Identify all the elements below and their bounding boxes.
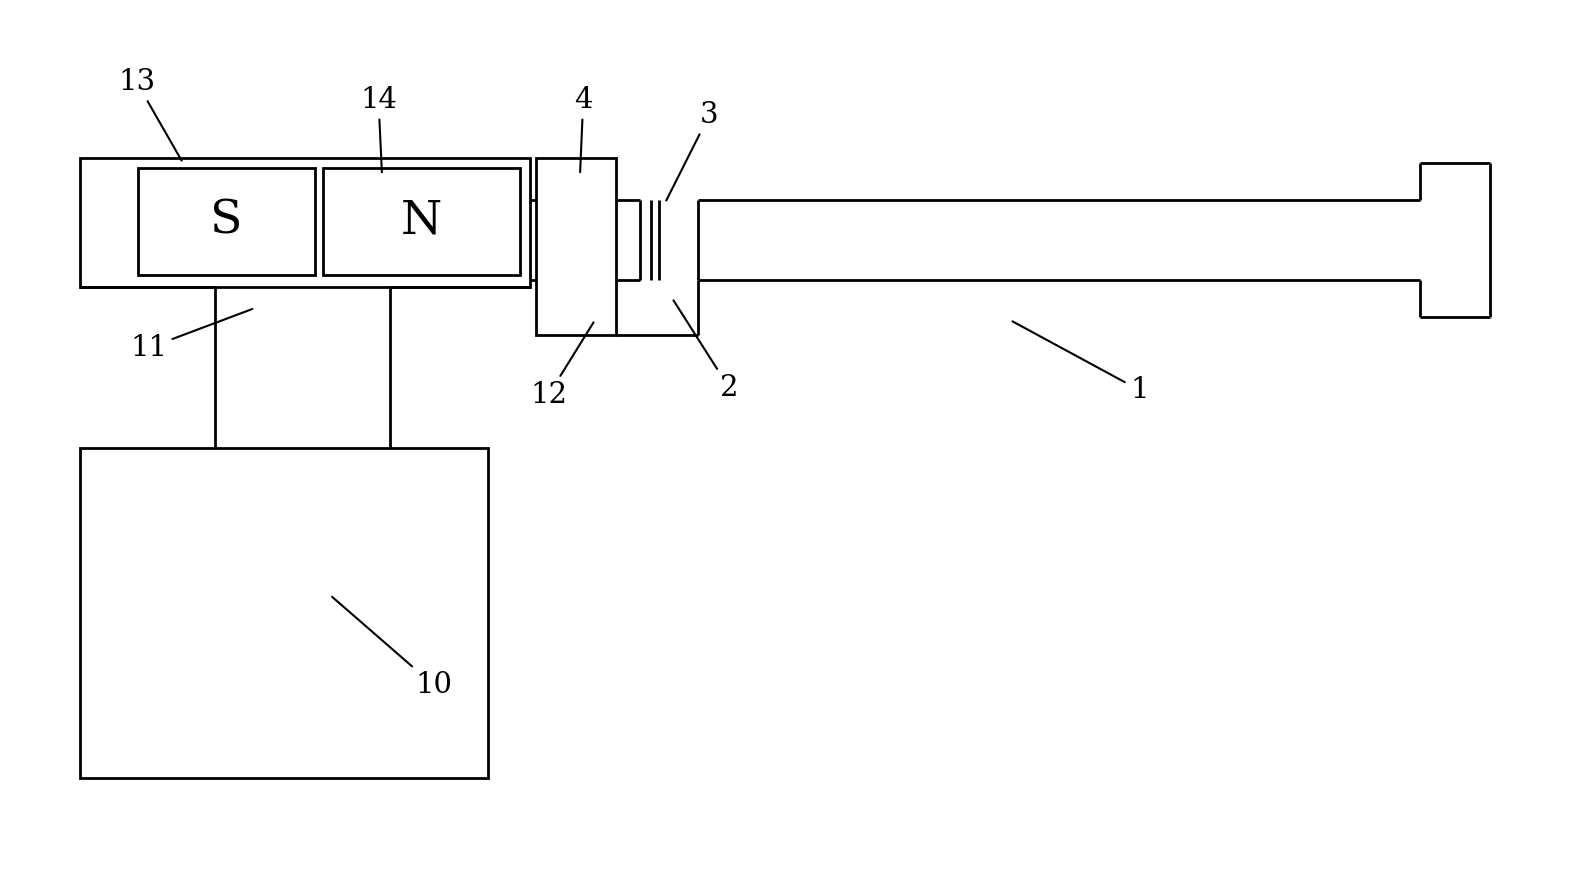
Text: 14: 14 — [360, 86, 396, 172]
Bar — [137, 168, 314, 275]
Text: 2: 2 — [674, 301, 739, 402]
Text: 1: 1 — [1012, 321, 1148, 404]
Text: 11: 11 — [129, 309, 253, 362]
Bar — [535, 158, 616, 335]
Bar — [324, 168, 519, 275]
Text: 3: 3 — [666, 101, 718, 201]
Text: N: N — [401, 198, 442, 244]
Text: 10: 10 — [332, 597, 452, 699]
Text: 4: 4 — [575, 86, 592, 172]
Text: 12: 12 — [531, 322, 594, 409]
Bar — [81, 448, 488, 778]
Text: S: S — [210, 198, 242, 244]
Bar — [81, 158, 531, 287]
Text: 13: 13 — [118, 68, 182, 161]
